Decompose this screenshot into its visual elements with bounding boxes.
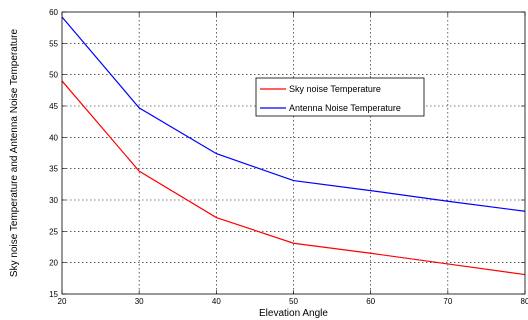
x-tick-label: 20	[58, 297, 67, 306]
legend-label-sky-noise: Sky noise Temperature	[289, 84, 381, 94]
legend: Sky noise Temperature Antenna Noise Temp…	[255, 77, 425, 117]
y-tick-label: 45	[49, 102, 58, 111]
grid	[61, 11, 526, 295]
legend-box	[255, 77, 425, 117]
y-axis-label: Sky noise Temperature and Antenna Noise …	[9, 29, 20, 278]
y-tick-label: 60	[49, 8, 58, 17]
y-tick-label: 50	[49, 71, 58, 80]
y-tick-label: 15	[49, 290, 58, 299]
y-tick-label: 35	[49, 165, 58, 174]
plot-frame	[61, 11, 526, 295]
x-axis-label: Elevation Angle	[259, 308, 328, 319]
x-tick-label: 80	[521, 297, 528, 306]
y-tick-label: 25	[49, 227, 58, 236]
x-tick-label: 30	[135, 297, 144, 306]
x-tick-label: 60	[366, 297, 375, 306]
x-tick-label: 70	[443, 297, 452, 306]
y-tick-label: 55	[49, 39, 58, 48]
series-lines	[61, 16, 526, 276]
legend-label-antenna-noise: Antenna Noise Temperature	[289, 103, 401, 113]
series-line-sky-noise	[61, 80, 526, 276]
y-tick-label: 40	[49, 133, 58, 142]
y-tick-label: 30	[49, 196, 58, 205]
x-tick-label: 40	[212, 297, 221, 306]
series-line-antenna-noise	[61, 16, 526, 212]
y-tick-label: 20	[49, 259, 58, 268]
x-tick-label: 50	[289, 297, 298, 306]
